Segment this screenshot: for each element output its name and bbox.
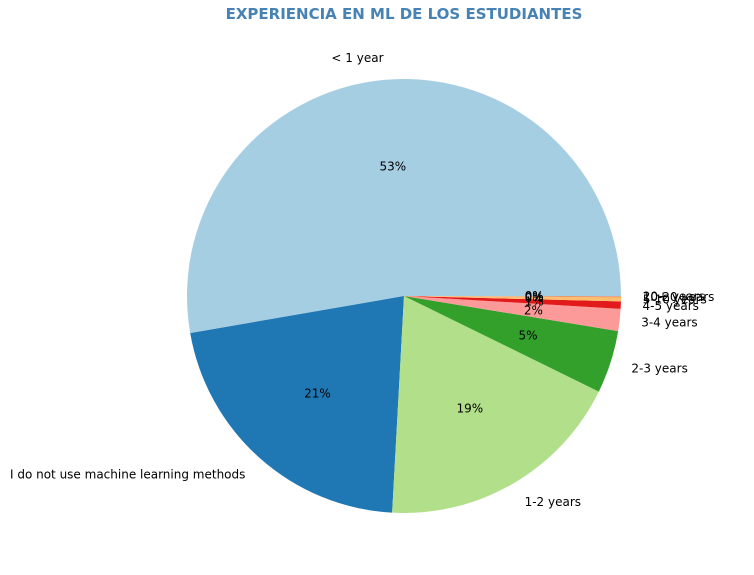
slice-percent-2: 21% <box>304 386 331 400</box>
pie-slice-1 <box>186 78 621 334</box>
slice-label-3: 1-2 years <box>525 495 581 509</box>
pie-labels: < 1 year 53% I do not use machine learning… <box>10 51 714 509</box>
pie-slice-3 <box>392 296 599 514</box>
slice-label-5: 3-4 years <box>641 315 697 329</box>
pie-slice-8 <box>404 296 622 298</box>
slice-percent-6: 1% <box>525 295 544 309</box>
slice-percent-3: 19% <box>456 401 483 415</box>
slice-label-1: < 1 year <box>331 51 383 65</box>
pie-slice-7 <box>404 296 621 302</box>
chart-title: EXPERIENCIA EN ML DE LOS ESTUDIANTES <box>226 5 583 23</box>
slice-label-4: 2-3 years <box>631 362 687 376</box>
slice-label-7: 5-10 years <box>643 293 707 307</box>
slice-percent-9: 0% <box>525 289 544 303</box>
pie-slice-4 <box>404 296 619 392</box>
pie-slice-5 <box>404 296 621 332</box>
slice-percent-7: 0% <box>525 291 544 305</box>
slice-label-8: 10-20 years <box>643 290 715 304</box>
slice-label-2: I do not use machine learning methods <box>10 467 245 481</box>
slice-percent-8: 0% <box>525 290 544 304</box>
slice-label-9: 20+ years <box>643 289 705 303</box>
pie-slice-9 <box>404 296 622 297</box>
slice-percent-5: 2% <box>524 303 543 317</box>
pie-slice-6 <box>404 296 621 309</box>
pie-slices <box>186 78 622 514</box>
pie-slice-2 <box>190 296 404 513</box>
slice-percent-4: 5% <box>518 329 537 343</box>
slice-percent-1: 53% <box>379 159 406 173</box>
slice-label-6: 4-5 years <box>643 299 699 313</box>
